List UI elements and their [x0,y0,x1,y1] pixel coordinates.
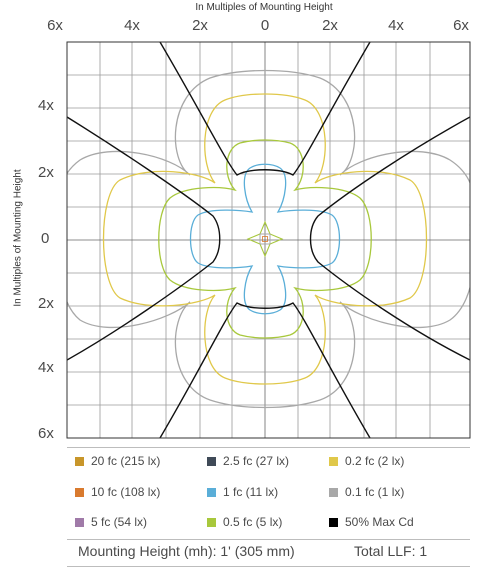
legend-label: 0.5 fc (5 lx) [223,515,283,529]
x-tick-label: 2x [322,17,338,34]
footer-divider-top [67,539,470,540]
plot-frame [66,41,471,439]
x-tick-label: 6x [453,17,469,34]
x-tick-label: 2x [192,17,208,34]
legend-item: 50% Max Cd [329,515,414,529]
legend-label: 20 fc (215 lx) [91,454,161,468]
y-tick-label: 6x [38,425,54,442]
x-tick-label: 6x [47,17,63,34]
legend-item: 0.2 fc (2 lx) [329,454,404,468]
luminaire-marker [259,233,271,245]
legend-divider [67,447,470,448]
x-tick-label: 4x [124,17,140,34]
legend-item: 2.5 fc (27 lx) [207,454,289,468]
y-tick-label: 4x [38,359,54,376]
legend-label: 50% Max Cd [345,515,414,529]
legend-swatch [329,517,338,527]
contour-inner-star [246,220,284,258]
footer: Mounting Height (mh): 1' (305 mm) Total … [78,541,478,563]
x-tick-label: 4x [388,17,404,34]
y-tick-label: 0 [41,230,50,247]
legend-label: 10 fc (108 lx) [91,485,161,499]
legend-item: 1 fc (11 lx) [207,485,278,499]
legend-swatch [329,487,338,497]
max-cd-curve-bottom [159,302,371,438]
legend: 20 fc (215 lx) 2.5 fc (27 lx) 0.2 fc (2 … [75,454,470,544]
total-llf-text: Total LLF: 1 [354,543,428,559]
grid [67,42,470,438]
legend-label: 2.5 fc (27 lx) [223,454,290,468]
legend-item: 0.5 fc (5 lx) [207,515,282,529]
legend-label: 5 fc (54 lx) [91,515,148,529]
legend-swatch [207,487,216,497]
legend-swatch [75,487,84,497]
top-axis-title: In Multiples of Mounting Height [195,2,333,13]
legend-swatch [75,517,84,527]
legend-label: 0.2 fc (2 lx) [345,454,405,468]
contour-0.5fc [158,139,372,339]
legend-swatch [75,456,84,466]
x-tick-label: 0 [260,17,270,34]
legend-item: 20 fc (215 lx) [75,454,160,468]
y-tick-label: 2x [38,295,54,312]
y-tick-label: 4x [38,97,54,114]
footer-divider-bottom [67,566,470,567]
contour-0.1fc [67,69,470,409]
contour-1fc [189,163,341,315]
legend-item: 0.1 fc (1 lx) [329,485,404,499]
legend-swatch [207,517,216,527]
contour-0.2fc [102,93,428,385]
legend-label: 0.1 fc (1 lx) [345,485,405,499]
max-cd-curve-top [159,42,371,176]
legend-item: 10 fc (108 lx) [75,485,160,499]
mounting-height-text: Mounting Height (mh): 1' (305 mm) [78,543,295,559]
max-cd-curve-left [67,116,221,361]
legend-label: 1 fc (11 lx) [223,485,279,499]
legend-swatch [207,456,216,466]
max-cd-curve-right [309,116,470,361]
legend-item: 5 fc (54 lx) [75,515,147,529]
y-tick-label: 2x [38,164,54,181]
legend-swatch [329,456,338,466]
